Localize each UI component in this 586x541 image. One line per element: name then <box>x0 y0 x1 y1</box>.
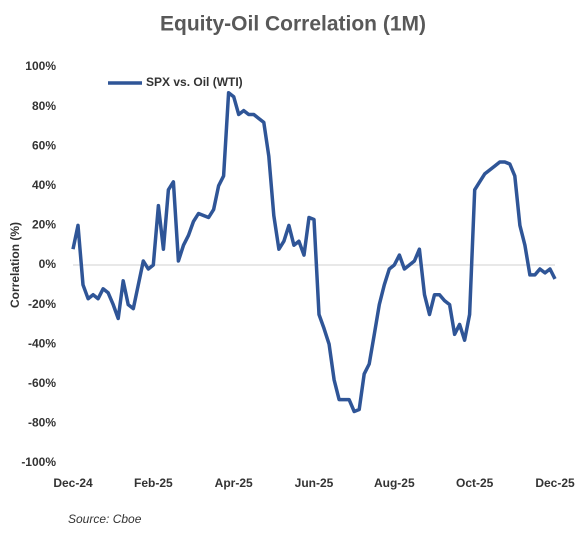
data-line <box>71 90 557 414</box>
y-axis-label: Correlation (%) <box>8 222 22 308</box>
y-tick-label: -60% <box>28 376 56 390</box>
y-tick-label: 80% <box>32 99 56 113</box>
y-tick-label: -100% <box>21 455 56 469</box>
y-tick-label: -40% <box>28 336 56 350</box>
x-tick-label: Dec-24 <box>53 476 93 490</box>
x-tick-label: Apr-25 <box>215 476 253 490</box>
y-tick-label: 20% <box>32 218 56 232</box>
source-note: Source: Cboe <box>68 512 142 526</box>
y-tick-label: -80% <box>28 416 56 430</box>
x-tick-label: Feb-25 <box>134 476 173 490</box>
legend-label: SPX vs. Oil (WTI) <box>146 75 243 89</box>
x-tick-label: Dec-25 <box>535 476 575 490</box>
y-tick-label: 0% <box>39 257 57 271</box>
x-tick-label: Aug-25 <box>374 476 415 490</box>
y-tick-label: 40% <box>32 178 56 192</box>
y-tick-label: -20% <box>28 297 56 311</box>
y-tick-label: 60% <box>32 138 56 152</box>
x-tick-label: Oct-25 <box>456 476 494 490</box>
x-tick-label: Jun-25 <box>295 476 334 490</box>
y-tick-label: 100% <box>25 59 56 73</box>
chart-title: Equity-Oil Correlation (1M) <box>160 13 426 36</box>
